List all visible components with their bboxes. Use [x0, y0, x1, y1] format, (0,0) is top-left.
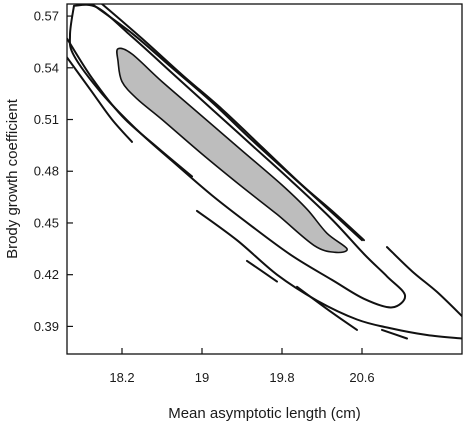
y-tick-label: 0.48	[34, 164, 59, 179]
contour-line-lower-dash-2	[296, 285, 358, 331]
contour-line-inner	[116, 47, 348, 254]
y-tick-label: 0.51	[34, 112, 59, 127]
contour-line-lower-dash-3	[381, 328, 408, 340]
x-tick-label: 19	[195, 370, 209, 385]
contour-line-lower-mid	[196, 209, 462, 340]
contour-line-lower-band-1	[67, 37, 193, 178]
tick-layer: 18.2 19 19.8 20.6 0.39 0.42 0.45 0.48 0.51 0.54 0.…	[34, 9, 375, 385]
y-tick-label: 0.42	[34, 267, 59, 282]
contour-line-upper-band-2	[101, 4, 365, 242]
contour-line-upper-band-1	[91, 4, 363, 242]
x-tick-label: 18.2	[109, 370, 134, 385]
x-tick-label: 19.8	[269, 370, 294, 385]
contour-layer	[67, 4, 462, 340]
y-tick-label: 0.45	[34, 215, 59, 230]
x-tick-label: 20.6	[349, 370, 374, 385]
y-tick-label: 0.54	[34, 60, 59, 75]
contour-line-lower-dash-1	[246, 259, 278, 283]
y-axis-title: Brody growth coefficient	[4, 98, 21, 259]
plot-frame	[66, 3, 463, 355]
y-tick-label: 0.57	[34, 9, 59, 24]
contour-line-upper-dash	[386, 246, 462, 318]
contour-line-lower-band-2	[67, 56, 133, 143]
x-axis-title: Mean asymptotic length (cm)	[168, 405, 361, 422]
y-tick-label: 0.39	[34, 319, 59, 334]
